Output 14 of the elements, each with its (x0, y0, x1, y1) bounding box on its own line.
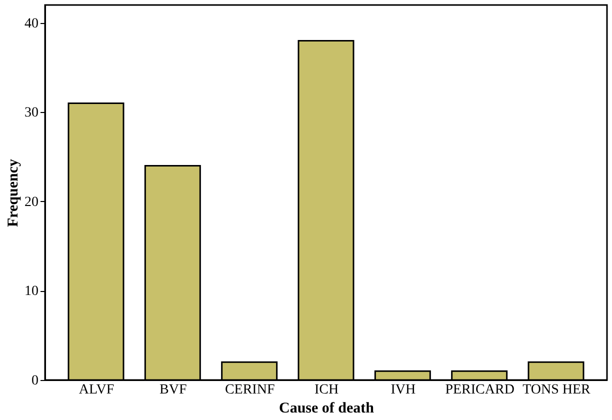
x-tick-label: BVF (160, 382, 187, 398)
x-tick-label: IVH (390, 382, 416, 398)
y-tick-label: 10 (24, 284, 38, 300)
y-axis-title: Frequency (6, 158, 22, 228)
x-tick-label: PERICARD (445, 382, 514, 398)
y-tick-label: 30 (24, 106, 38, 121)
x-tick-label: ALVF (78, 382, 114, 398)
x-tick-label: ICH (314, 382, 339, 398)
x-tick-label: TONS HER (522, 382, 592, 398)
y-tick-label: 40 (24, 16, 38, 32)
x-axis-title: Cause of death (278, 400, 375, 416)
y-tick-label: 0 (32, 374, 38, 388)
y-tick-label: 20 (24, 194, 38, 210)
x-tick-label: CERINF (224, 382, 275, 398)
